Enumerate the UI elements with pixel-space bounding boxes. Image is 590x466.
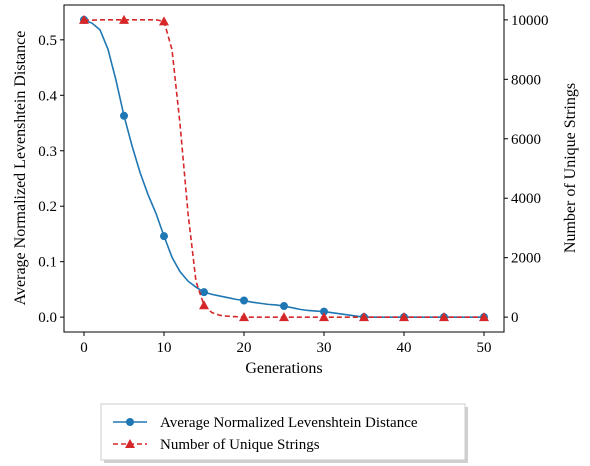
y-right-tick-label: 6000 xyxy=(511,132,541,148)
series-1-point xyxy=(280,302,288,311)
y-right-tick-label: 10000 xyxy=(511,13,549,29)
series-1-point xyxy=(240,296,248,305)
plot-frame xyxy=(63,4,505,333)
series-2-point xyxy=(199,300,209,310)
series-2-point xyxy=(159,16,169,26)
y-left-tick-label: 0.1 xyxy=(38,255,57,271)
legend-label-2: Number of Unique Strings xyxy=(160,437,320,453)
legend-marker-2 xyxy=(125,439,135,448)
y-left-tick-label: 0.4 xyxy=(38,88,57,104)
legend-marker-1 xyxy=(126,418,134,426)
series-group xyxy=(79,14,489,322)
series-2-point xyxy=(79,14,89,24)
legend-label-1: Average Normalized Levenshtein Distance xyxy=(160,415,418,431)
x-tick-label: 50 xyxy=(477,340,492,356)
series-2-point xyxy=(439,312,449,322)
y-left-axis-title: Average Normalized Levenshtein Distance xyxy=(12,31,29,306)
series-2-point xyxy=(119,14,129,24)
y-right-tick-label: 0 xyxy=(511,310,519,326)
series-2-point xyxy=(239,312,249,322)
x-tick-label: 0 xyxy=(80,340,88,356)
series-2-point xyxy=(319,312,329,322)
y-right-axis-title: Number of Unique Strings xyxy=(562,83,579,253)
x-tick-label: 30 xyxy=(317,340,332,356)
axis-ticks: 0 10 20 30 40 50 0.0 0.1 0.2 0.3 0.4 0.5 0 2000 4000 60… xyxy=(38,13,548,356)
y-right-tick-label: 2000 xyxy=(511,251,541,267)
x-axis-title: Generations xyxy=(245,360,322,377)
x-tick-label: 20 xyxy=(237,340,252,356)
y-right-tick-label: 4000 xyxy=(511,191,541,207)
series-1-point xyxy=(200,288,208,297)
series-line-1 xyxy=(83,19,484,318)
series-1-point xyxy=(320,307,328,316)
y-left-tick-label: 0.3 xyxy=(38,144,57,160)
y-left-tick-label: 0.2 xyxy=(38,199,57,215)
series-1-point xyxy=(120,111,128,120)
series-2-point xyxy=(279,312,289,322)
series-2-point xyxy=(479,312,489,322)
series-1-point xyxy=(160,232,168,241)
y-left-tick-label: 0.0 xyxy=(38,310,57,326)
y-right-tick-label: 8000 xyxy=(511,72,541,88)
y-left-tick-label: 0.5 xyxy=(38,33,57,49)
x-tick-label: 10 xyxy=(157,340,172,356)
series-2-point xyxy=(359,312,369,322)
legend: Average Normalized Levenshtein Distance N… xyxy=(100,403,468,463)
series-line-2 xyxy=(83,19,484,318)
legend-box xyxy=(100,403,466,461)
x-tick-label: 40 xyxy=(397,340,412,356)
series-2-point xyxy=(399,312,409,322)
